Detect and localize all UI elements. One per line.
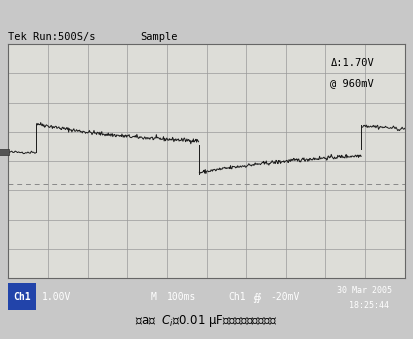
Text: Δ:1.70V: Δ:1.70V <box>330 58 374 67</box>
Text: Sample: Sample <box>140 33 178 42</box>
Text: M: M <box>151 292 157 302</box>
Text: ∯: ∯ <box>252 293 261 303</box>
Text: （a）  $C_i$取0.01 μF时输出电压动态响应: （a） $C_i$取0.01 μF时输出电压动态响应 <box>135 313 278 329</box>
Text: 30 Mar 2005: 30 Mar 2005 <box>337 286 392 295</box>
Text: 1.00V: 1.00V <box>42 292 71 302</box>
Text: Tek Run:500S/s: Tek Run:500S/s <box>8 33 96 42</box>
Text: -20mV: -20mV <box>270 292 299 302</box>
FancyBboxPatch shape <box>0 149 9 155</box>
Bar <box>8 283 36 311</box>
Text: Ch1: Ch1 <box>228 292 246 302</box>
Text: Ch1: Ch1 <box>13 292 31 302</box>
Text: @ 960mV: @ 960mV <box>330 78 374 88</box>
Text: 100ms: 100ms <box>167 292 196 302</box>
Text: 18:25:44: 18:25:44 <box>349 301 389 310</box>
